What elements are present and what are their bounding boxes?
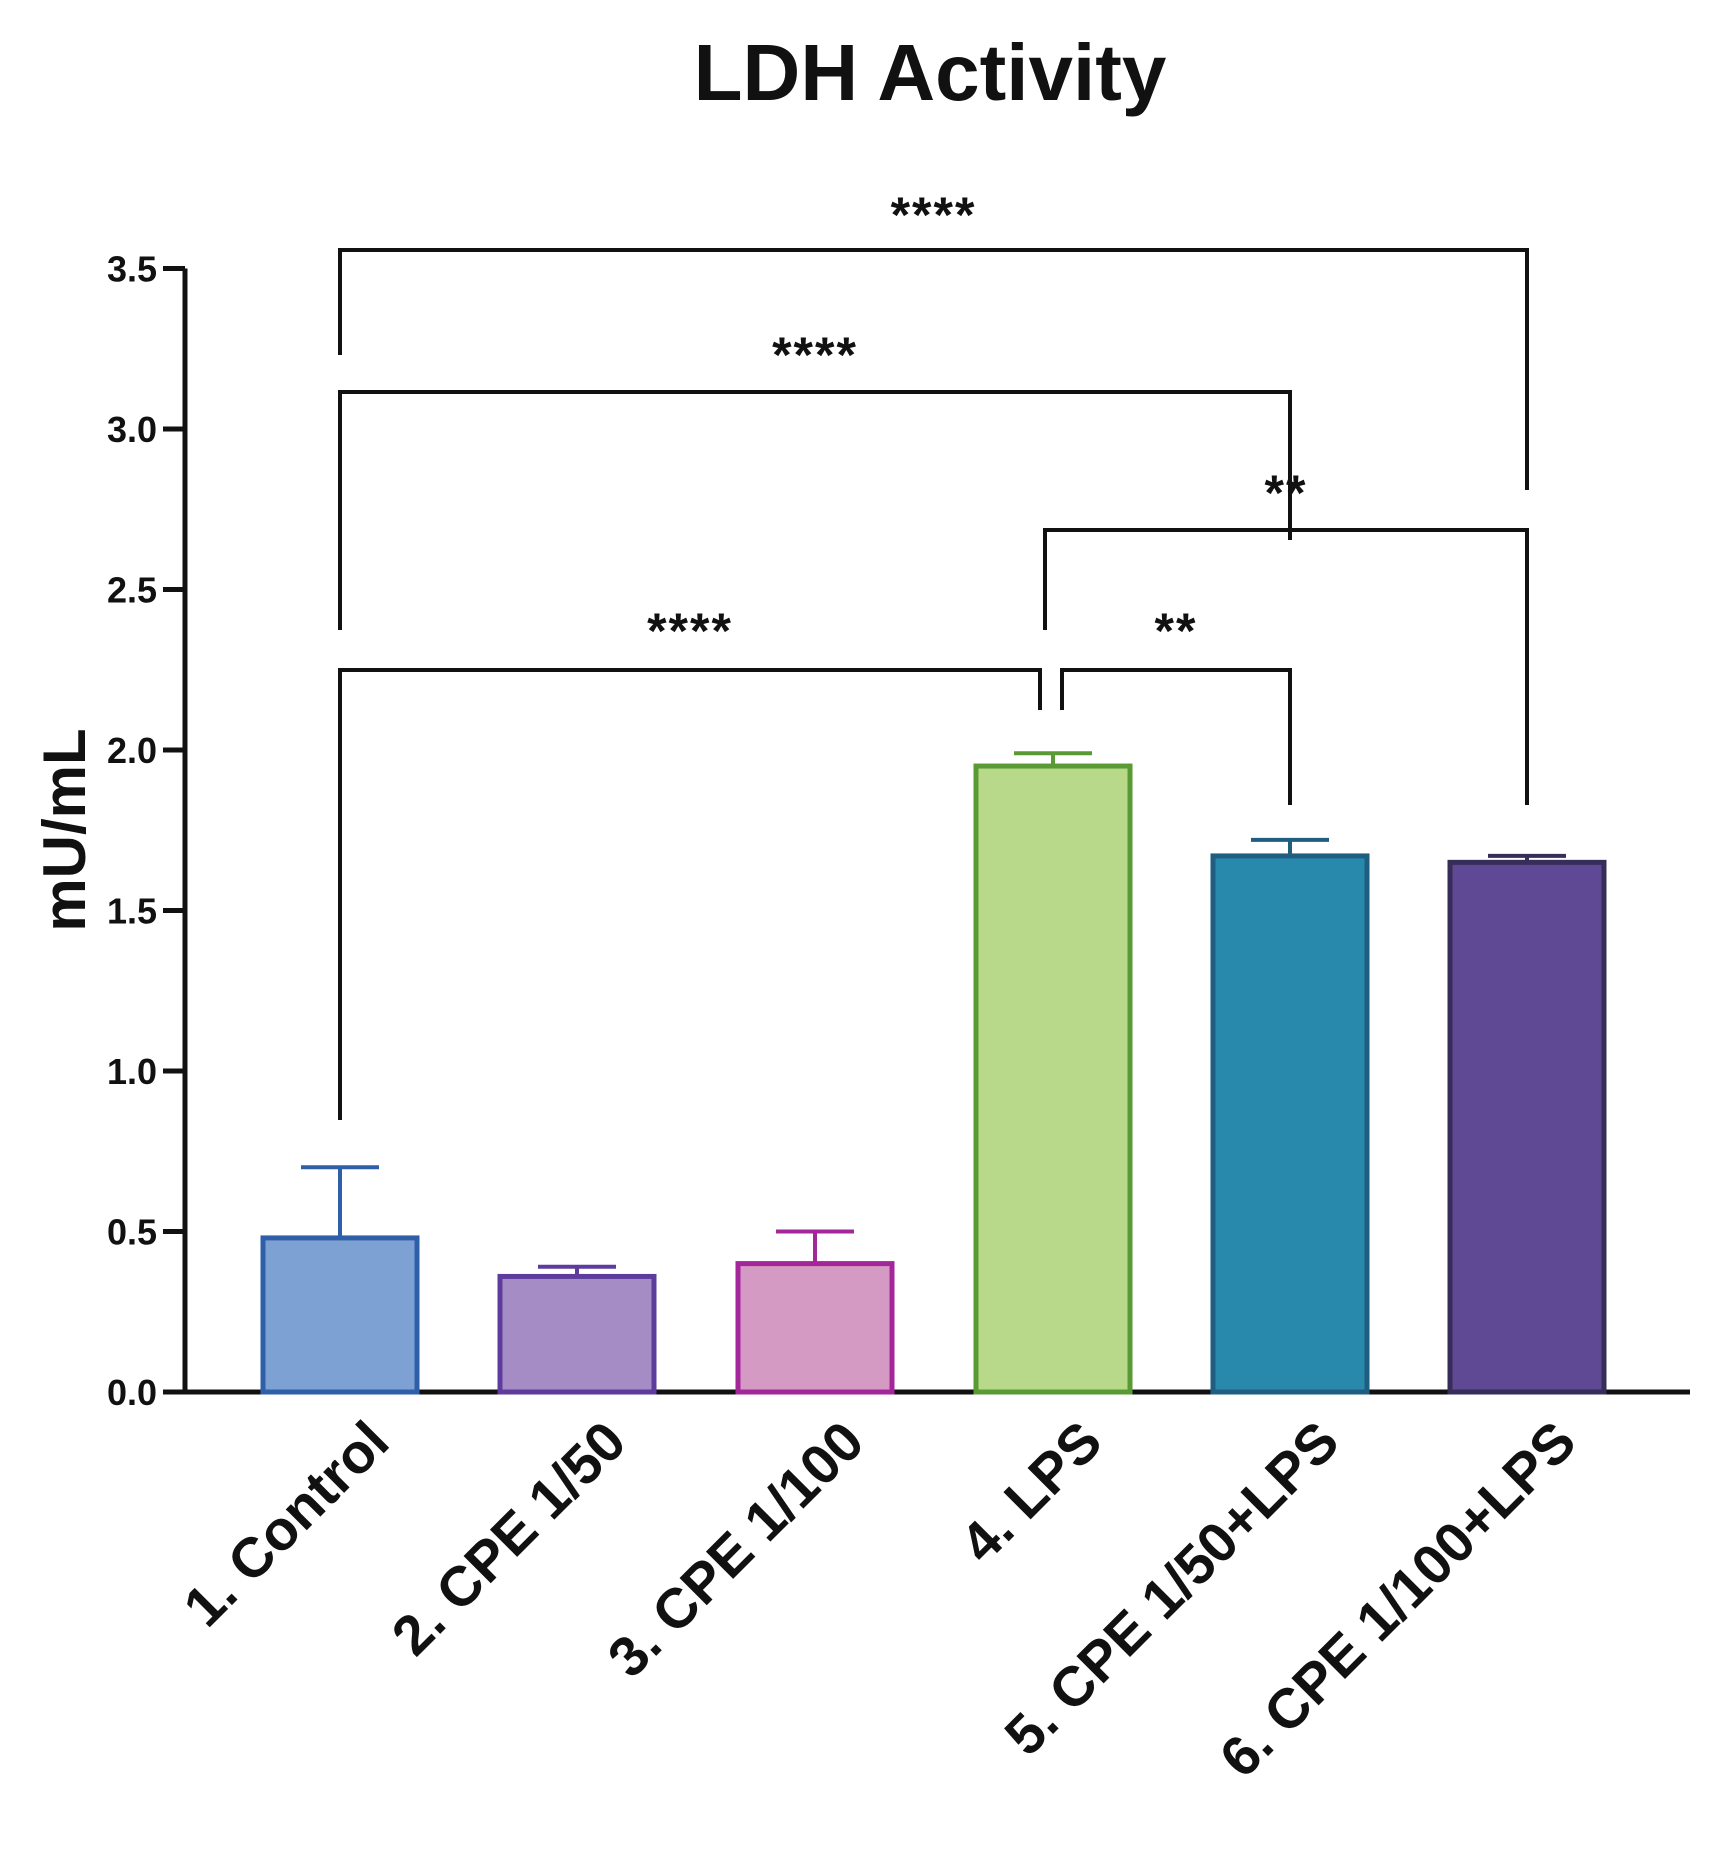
- significance-bracket: [1060, 668, 1292, 805]
- significance-bracket: [338, 668, 1042, 1120]
- y-tick-label: 0.0: [107, 1372, 157, 1413]
- y-tick-label: 3.0: [107, 409, 157, 450]
- bar: [735, 1261, 895, 1395]
- significance-bracket: [1043, 528, 1529, 805]
- axes: 0.0 0.5 1.0 1.5 2.0 2.5 3.0 3.5: [107, 249, 1690, 1413]
- y-tick-label: 2.0: [107, 730, 157, 771]
- significance-label: **: [1155, 603, 1198, 659]
- bar: [497, 1273, 657, 1395]
- y-tick-label: 1.5: [107, 891, 157, 932]
- significance-bracket: [338, 248, 1529, 490]
- y-tick-label: 3.5: [107, 249, 157, 290]
- x-tick-label: 4. LPS: [948, 1409, 1114, 1575]
- x-tick-label: 2. CPE 1/50: [379, 1409, 637, 1667]
- y-tick-label: 0.5: [107, 1212, 157, 1253]
- bar: [1210, 853, 1370, 1395]
- bars: [260, 751, 1607, 1395]
- y-axis-label: mU/mL: [31, 728, 98, 931]
- significance-label: ****: [647, 603, 733, 659]
- y-tick-label: 1.0: [107, 1051, 157, 1092]
- bar: [973, 763, 1133, 1395]
- bar: [260, 1235, 420, 1395]
- bar: [1447, 859, 1607, 1395]
- x-tick-label: 3. CPE 1/100: [595, 1409, 875, 1689]
- significance-brackets: ************** **: [338, 187, 1529, 1120]
- significance-bracket: [338, 390, 1292, 630]
- x-tick-label: 1. Control: [171, 1409, 400, 1638]
- chart-title: LDH Activity: [694, 28, 1167, 117]
- y-tick-label: 2.5: [107, 570, 157, 611]
- significance-label: ****: [772, 327, 858, 383]
- significance-label: **: [1265, 465, 1308, 521]
- significance-label: ****: [891, 187, 977, 243]
